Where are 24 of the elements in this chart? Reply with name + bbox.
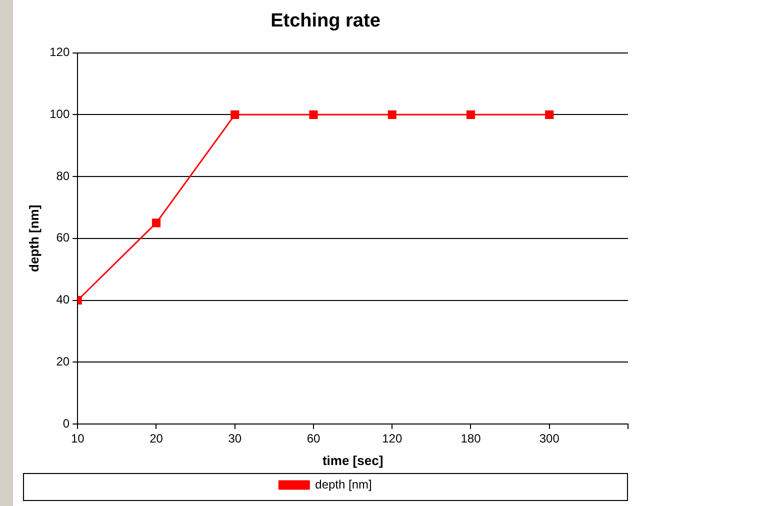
y-tick-label: 20 (56, 354, 70, 368)
x-axis-title: time [sec] (322, 452, 384, 468)
chart-title: Etching rate (270, 10, 380, 32)
point (466, 110, 476, 119)
x-tick-label: 180 (460, 432, 482, 446)
y-tick-label: 80 (56, 168, 70, 183)
y-tick-label: 40 (56, 292, 70, 307)
point (152, 218, 161, 228)
point (388, 110, 396, 119)
y-tick-label: 60 (56, 230, 70, 245)
y-axis-title: depth [nm] (26, 204, 42, 272)
point (309, 110, 318, 119)
y-tick-label: 120 (50, 45, 70, 60)
point (545, 110, 554, 119)
x-tick-label: 20 (150, 432, 164, 446)
x-tick-label: 60 (306, 432, 320, 446)
point (230, 110, 240, 119)
y-tick-label: 100 (50, 106, 70, 121)
legend-label: depth [nm] (315, 477, 372, 492)
y-tick-label: 0 (62, 416, 70, 430)
x-tick-label: 30 (228, 432, 242, 446)
x-tick-label: 10 (70, 432, 85, 446)
x-tick-label: 120 (382, 432, 402, 446)
x-tick-label: 300 (539, 432, 560, 446)
